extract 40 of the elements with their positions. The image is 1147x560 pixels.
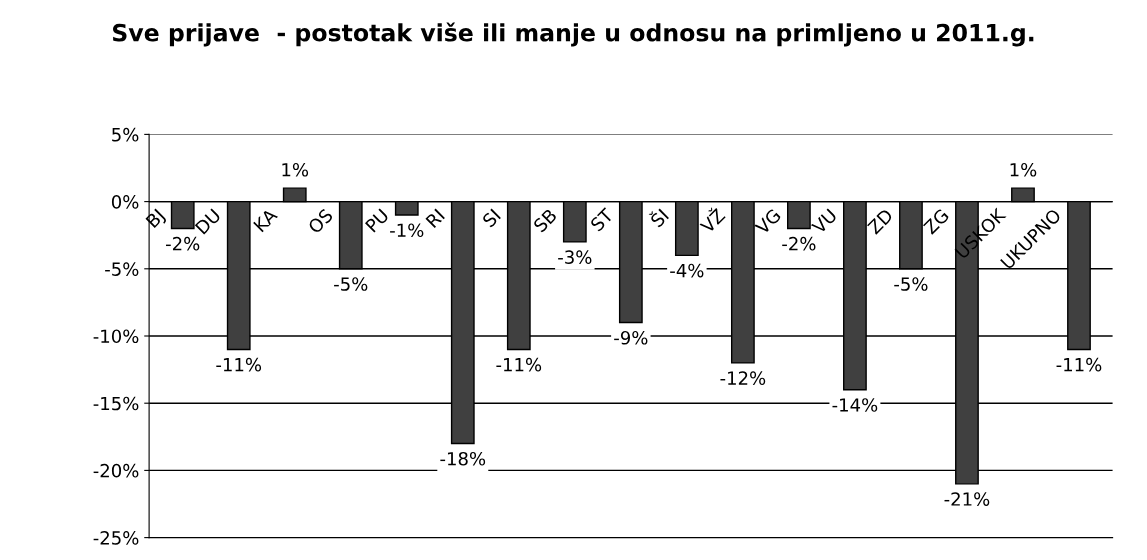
x-tick-label: BJ xyxy=(145,208,168,231)
data-label: -14% xyxy=(832,398,878,412)
y-tick-label: 5% xyxy=(112,127,139,142)
data-label: -1% xyxy=(390,223,424,238)
data-label: -11% xyxy=(496,357,542,372)
data-label: -2% xyxy=(782,236,816,251)
x-tick-label: SB xyxy=(532,208,558,233)
data-label: -21% xyxy=(944,492,990,506)
x-tick-label: ŠI xyxy=(647,206,670,228)
y-tick-label: -5% xyxy=(105,262,139,276)
y-tick-label: -15% xyxy=(93,396,139,411)
y-tick-label: -25% xyxy=(93,531,139,545)
x-tick-label: PU xyxy=(365,208,390,233)
data-label: -3% xyxy=(558,250,592,264)
x-tick-label: VU xyxy=(810,208,838,235)
data-label: -18% xyxy=(440,451,486,466)
x-tick-label: VŽ xyxy=(697,205,726,235)
data-label: -12% xyxy=(720,371,766,385)
y-tick-label: -20% xyxy=(93,463,139,478)
data-label: 1% xyxy=(1010,162,1037,177)
data-label: -9% xyxy=(614,330,648,345)
chart-title: Sve prijave - postotak više ili manje u odnosu na primljeno u 2011.g. xyxy=(112,22,1034,47)
x-tick-label: ST xyxy=(589,207,615,232)
x-tick-label: ZD xyxy=(866,208,894,235)
data-label: -5% xyxy=(894,277,928,291)
x-tick-label: VG xyxy=(754,208,782,236)
x-tick-label: RI xyxy=(425,208,445,229)
x-tick-label: DU xyxy=(194,208,222,235)
x-tick-label: OS xyxy=(307,207,334,235)
y-tick-label: -10% xyxy=(93,329,139,344)
x-tick-label: SI xyxy=(481,208,502,228)
data-label: -11% xyxy=(1056,357,1102,372)
data-label: 1% xyxy=(282,162,309,177)
data-label: -11% xyxy=(216,357,262,372)
x-tick-label: ZG xyxy=(922,208,950,235)
data-label: -2% xyxy=(166,236,200,251)
data-label: -4% xyxy=(670,263,704,278)
x-tick-label: KA xyxy=(253,207,278,233)
y-tick-label: 0% xyxy=(111,195,139,209)
data-label: -5% xyxy=(334,277,368,291)
